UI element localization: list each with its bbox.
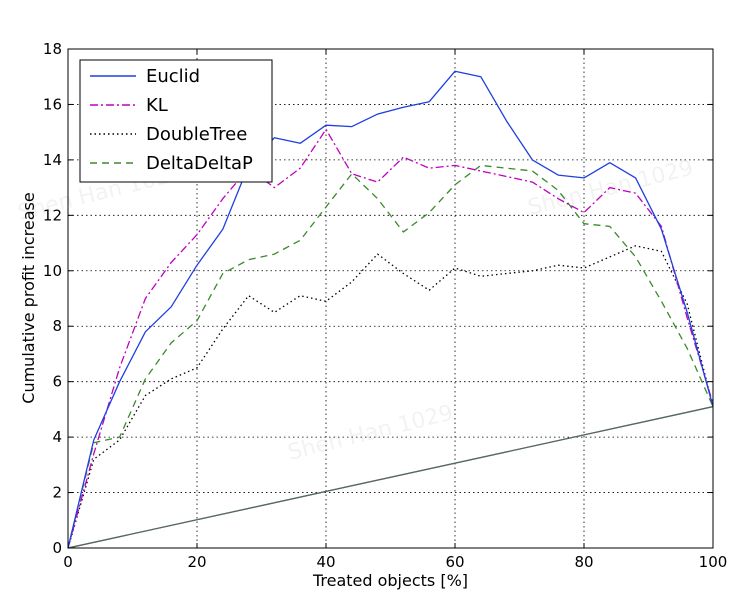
legend-label: DeltaDeltaP (146, 153, 253, 174)
legend: Euclid KL DoubleTree DeltaDeltaP (79, 59, 273, 183)
y-tick-label: 8 (52, 317, 62, 335)
x-tick-label: 100 (699, 553, 728, 571)
legend-label: Euclid (146, 66, 200, 87)
watermark-layer: Shen Han 1029 Shen Han 1029 Shen Han 102… (15, 156, 695, 466)
y-tick-label: 18 (43, 40, 62, 58)
axis-ticks: 0 20 40 60 80 100 0 2 4 6 8 10 12 14 16 18 (43, 40, 727, 571)
y-tick-label: 10 (43, 262, 62, 280)
x-axis-label: Treated objects [%] (312, 571, 468, 590)
y-tick-label: 4 (52, 428, 62, 446)
legend-box (79, 59, 273, 183)
y-axis-label: Cumulative profit increase (19, 192, 38, 403)
x-tick-label: 20 (187, 553, 206, 571)
y-tick-label: 12 (43, 206, 62, 224)
series-line-doubletree (67, 245, 714, 549)
x-tick-label: 60 (445, 553, 464, 571)
y-tick-label: 16 (43, 95, 62, 113)
x-tick-label: 0 (63, 553, 73, 571)
y-tick-label: 0 (52, 539, 62, 557)
y-tick-label: 2 (52, 484, 62, 502)
legend-label: DoubleTree (146, 124, 247, 145)
legend-label: KL (146, 95, 168, 116)
watermark-text: Shen Han 1029 (285, 401, 455, 466)
series-line-euclid (67, 70, 714, 549)
baseline-line (67, 406, 714, 549)
series-line-deltadeltap (67, 164, 714, 549)
y-tick-label: 14 (43, 151, 62, 169)
axis-labels: Treated objects [%] Cumulative profit in… (19, 192, 468, 590)
series-line-kl (67, 128, 714, 549)
series-lines (67, 70, 714, 549)
x-tick-label: 80 (574, 553, 593, 571)
plot-frame (67, 48, 714, 549)
random-baseline (67, 406, 714, 549)
y-tick-label: 6 (52, 373, 62, 391)
x-tick-label: 40 (316, 553, 335, 571)
